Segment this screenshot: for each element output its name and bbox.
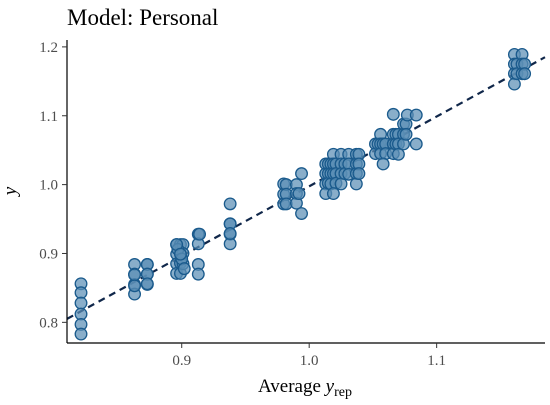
x-axis-label-sub: rep	[334, 385, 352, 400]
axes: 0.9 1.0 1.1 0.8 0.9 1.0 1.1 1.2	[39, 40, 545, 369]
data-point	[223, 227, 237, 240]
x-axis-label: Average yrep	[258, 376, 352, 400]
x-axis-label-main: Average	[258, 376, 326, 397]
data-point	[74, 296, 88, 310]
data-point	[409, 137, 423, 151]
data-point	[409, 108, 423, 122]
data-point	[128, 279, 142, 293]
data-point	[223, 197, 237, 211]
y-tick-label: 1.1	[39, 109, 58, 125]
points-layer	[74, 48, 532, 341]
data-point	[376, 157, 390, 171]
y-tick-label: 1.0	[39, 178, 58, 194]
chart-title: Model: Personal	[67, 5, 218, 30]
data-point	[352, 167, 366, 181]
y-axis-label: y	[0, 186, 21, 197]
data-point	[173, 247, 187, 261]
data-point	[140, 277, 154, 291]
x-axis-ticks: 0.9 1.0 1.1	[172, 343, 446, 369]
data-point	[399, 127, 413, 141]
data-point	[518, 67, 532, 81]
data-point	[295, 207, 308, 220]
data-point	[386, 107, 400, 121]
data-point	[326, 187, 340, 201]
data-point	[295, 167, 308, 181]
data-point	[193, 227, 207, 241]
data-point	[292, 187, 306, 201]
x-tick-label: 0.9	[172, 353, 191, 369]
y-axis-ticks: 0.8 0.9 1.0 1.1 1.2	[39, 40, 67, 331]
data-point	[191, 267, 205, 281]
x-axis-label-var: y	[324, 376, 335, 397]
data-point	[74, 327, 88, 341]
data-point	[128, 268, 142, 282]
y-tick-label: 0.9	[39, 246, 58, 262]
x-tick-label: 1.0	[300, 353, 319, 369]
y-tick-label: 1.2	[39, 40, 58, 56]
y-tick-label: 0.8	[39, 315, 58, 331]
x-tick-label: 1.1	[427, 353, 446, 369]
plot-area	[66, 48, 546, 341]
data-point	[391, 147, 405, 161]
data-point	[177, 262, 191, 276]
